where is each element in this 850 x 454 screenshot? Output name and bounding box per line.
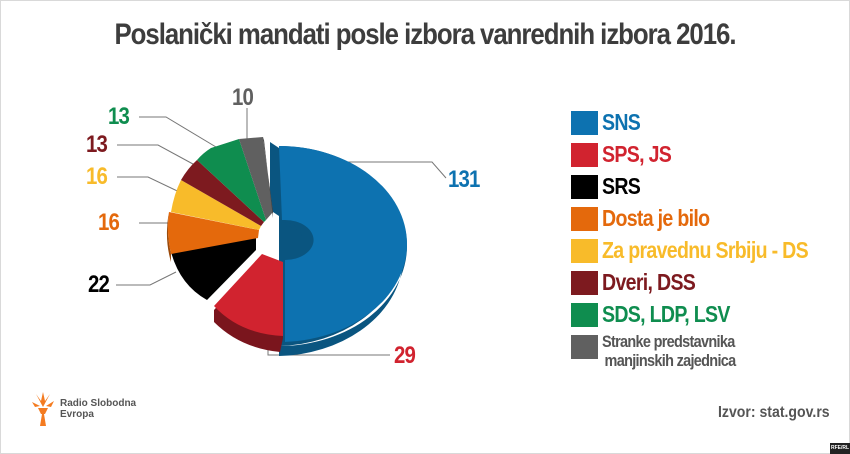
swatch: [571, 335, 598, 359]
swatch: [571, 239, 598, 263]
swatch: [571, 143, 598, 167]
rse-logo: Radio Slobodna Evropa: [32, 392, 136, 426]
swatch: [571, 175, 598, 199]
source-note: Izvor: stat.gov.rs: [718, 404, 830, 421]
slice-sns: [270, 142, 407, 356]
swatch: [571, 111, 598, 135]
slice-manjine: [239, 137, 273, 220]
legend-item-sds: SDS, LDP, LSV: [571, 300, 844, 332]
label-dosta: 16: [98, 209, 120, 236]
swatch: [571, 207, 598, 231]
label-srs: 22: [88, 271, 110, 298]
slice-zps: [171, 180, 261, 230]
swatch: [571, 271, 598, 295]
chart-title: Poslanički mandati posle izbora vanredni…: [114, 18, 736, 51]
slice-srs: [171, 236, 256, 300]
legend-item-dveri: Dveri, DSS: [571, 268, 844, 300]
slice-sps: [214, 254, 283, 352]
torch-icon: [32, 392, 54, 426]
swatch: [571, 303, 598, 327]
legend-item-zps: Za pravednu Srbiju - DS: [571, 236, 844, 268]
slice-sds: [197, 139, 266, 222]
label-sps: 29: [394, 342, 416, 369]
label-zps: 16: [86, 163, 108, 190]
slice-dveri: [181, 160, 264, 226]
rferl-watermark: RFE/RL: [830, 443, 850, 454]
label-dveri: 13: [86, 131, 108, 158]
legend-item-sps: SPS, JS: [571, 140, 844, 172]
legend-item-manjine: Stranke predstavnika manjinskih zajednic…: [571, 332, 844, 376]
label-sns: 131: [448, 166, 480, 193]
legend-item-srs: SRS: [571, 172, 844, 204]
label-sds: 13: [108, 103, 130, 130]
legend-item-dosta: Dosta je bilo: [571, 204, 844, 236]
slice-dosta: [166, 212, 259, 262]
label-manjine: 10: [232, 84, 254, 111]
legend-item-sns: SNS: [571, 108, 844, 140]
legend: SNS SPS, JS SRS Dosta je bilo Za pravedn…: [571, 108, 844, 376]
